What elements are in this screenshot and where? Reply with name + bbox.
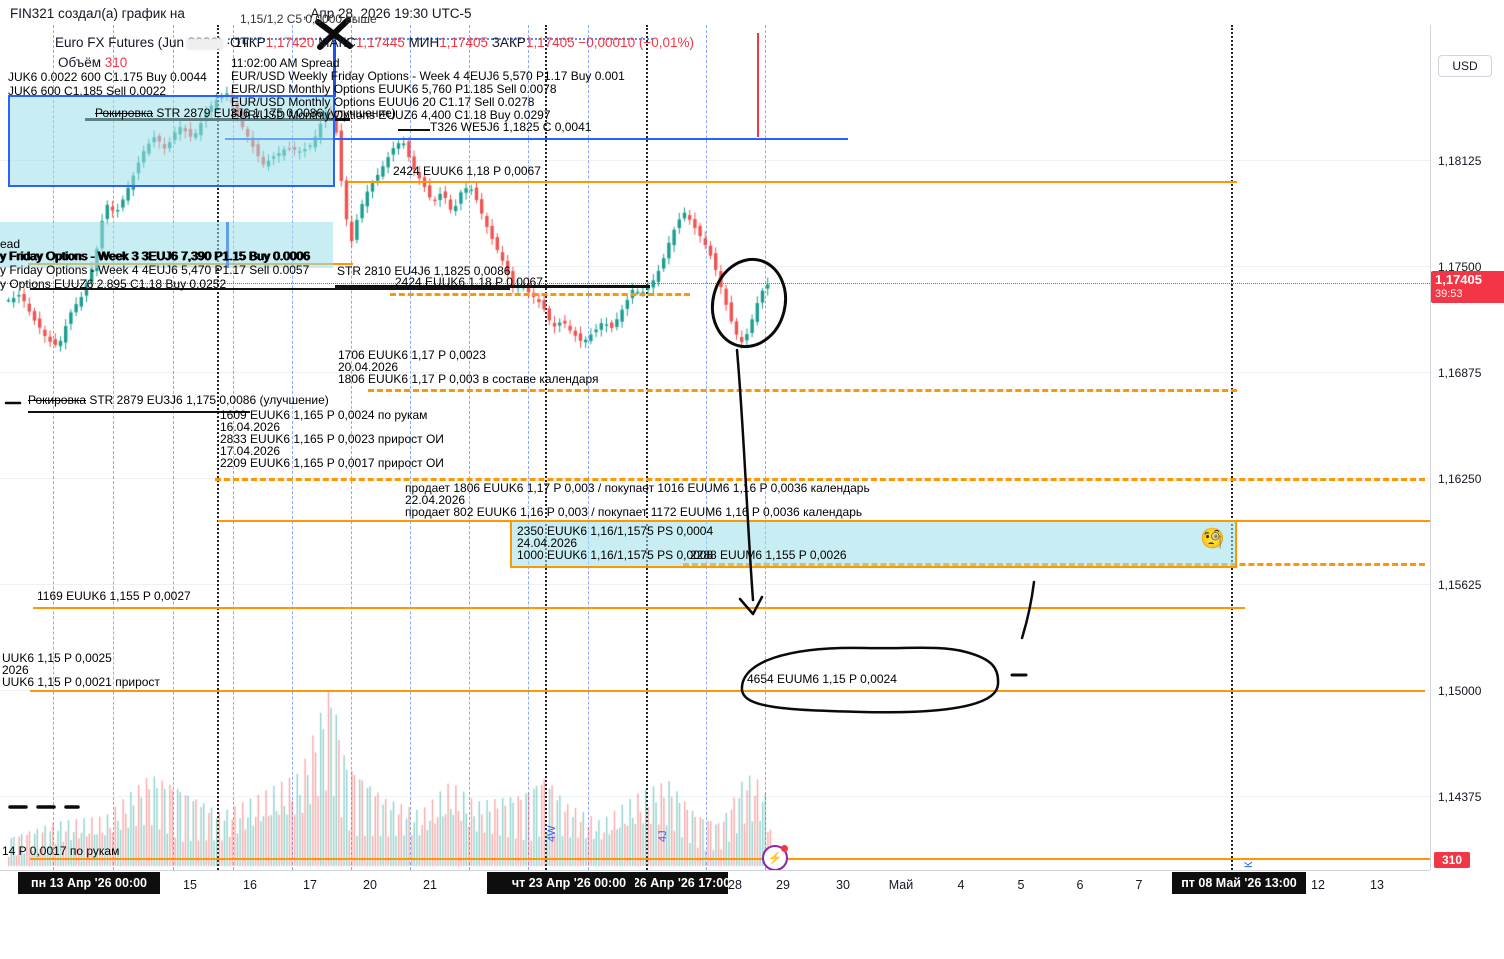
time-tick: 7	[1135, 878, 1143, 892]
note-text[interactable]: 14 P 0,0017 по рукам	[2, 844, 120, 858]
spread-tooltip-line: EUR/USD Monthly Options EUUZ6 4,400 C1.1…	[231, 108, 551, 122]
note-text[interactable]: 17.04.2026	[220, 444, 281, 458]
time-tick: 21	[423, 878, 437, 892]
note-text[interactable]: 2833 EUUK6 1,165 P 0,0023 прирост ОИ	[220, 432, 444, 446]
events-lightning-icon[interactable]: ⚡	[762, 845, 788, 871]
time-tick: 15	[183, 878, 197, 892]
price-tick: 1,18125	[1438, 154, 1482, 168]
session-label: 4J	[657, 830, 669, 842]
creator-note: FIN321 создал(а) график на, Апр 28, 2026…	[10, 6, 472, 21]
currency-button[interactable]: USD	[1438, 55, 1492, 77]
orange-dashed-level[interactable]	[390, 293, 690, 296]
note-text[interactable]: продает 802 EUUK6 1,16 P 0,003 / покупае…	[405, 505, 863, 519]
black-line-drawing[interactable]	[30, 288, 510, 290]
note-text[interactable]: 16.04.2026	[220, 420, 281, 434]
note-text[interactable]: JUK6 600 C1.185 Sell 0.0022	[8, 84, 167, 98]
time-tick: 12	[1311, 878, 1325, 892]
volume-legend[interactable]: Объём 310	[58, 55, 128, 70]
note-text[interactable]: JUK6 0.0022 600 C1.175 Buy 0.0044	[8, 70, 207, 84]
monocle-emoji[interactable]: 🧐	[1200, 528, 1225, 550]
spread-tooltip-line: EUR/USD Weekly Friday Options - Week 4 4…	[231, 69, 625, 83]
note-text[interactable]: 2424 EUUK6 1,18 P 0,0067	[393, 164, 541, 178]
highlight-box[interactable]	[8, 95, 335, 187]
orange-dashed-level[interactable]	[215, 478, 1425, 481]
highlight-box[interactable]	[510, 520, 1237, 568]
price-tick: 1,16875	[1438, 366, 1482, 380]
note-text[interactable]: 2026	[2, 663, 29, 677]
highlight-box[interactable]	[0, 222, 333, 268]
time-tick: 17	[303, 878, 317, 892]
blue-vertical-drawing[interactable]	[333, 40, 336, 97]
left-tooltip-line: y Friday Options - Week 3 3EUJ6 7,390 P1…	[0, 249, 310, 263]
note-text[interactable]: 2424 EUUK6 1,18 P 0,0067	[395, 275, 543, 289]
note-text[interactable]: 4654 EUUM6 1,15 P 0,0024	[747, 672, 897, 686]
note-text[interactable]: 2350 EUUK6 1,16/1,1575 PS 0,0004	[517, 524, 714, 538]
time-tick: 20	[363, 878, 377, 892]
session-label: 4W	[546, 825, 558, 843]
note-text[interactable]: 2288 EUUM6 1,155 P 0,0026	[690, 548, 847, 562]
left-tooltip-line: y Options EUUZ6 2,895 C1.18 Buy 0.0252	[0, 277, 227, 291]
volume-badge: 310	[1434, 852, 1471, 868]
price-tick: 1,14375	[1438, 790, 1482, 804]
price-tick: 1,16250	[1438, 472, 1482, 486]
note-text[interactable]: 1000 EUUK6 1,16/1,1575 PS 0,0008	[517, 548, 714, 562]
spread-tooltip-line: 11:02:00 AM Spread	[231, 56, 340, 70]
price-tick: 1,15000	[1438, 684, 1482, 698]
note-text[interactable]: 1169 EUUK6 1,155 P 0,0027	[37, 589, 191, 603]
time-badge: 26 Апр '26 17:00	[635, 872, 728, 894]
black-line-drawing[interactable]	[398, 129, 430, 131]
selection-outline	[228, 38, 653, 40]
time-tick: 4	[957, 878, 965, 892]
price-tick: 1,15625	[1438, 578, 1482, 592]
orange-level-line[interactable]	[33, 607, 1245, 609]
note-text[interactable]: продает 1806 EUUK6 1,17 P 0,003 / покупа…	[405, 481, 870, 495]
note-text[interactable]: STR 2810 EU4J6 1,1825 0,0086	[337, 264, 511, 278]
time-tick: 13	[1370, 878, 1384, 892]
time-tick: 29	[776, 878, 790, 892]
spread-tooltip-line: EUR/USD Monthly Options EUUU6 20 C1.17 S…	[231, 95, 535, 109]
price-axis[interactable]: USD	[1430, 25, 1504, 870]
left-tooltip-line: ead	[0, 237, 21, 251]
note-rokirovka-top[interactable]: Рокировка STR 2879 EU3J6 1,175 0,0086 (у…	[95, 106, 396, 120]
clipped-note[interactable]: 1,15/1,2 C5 0,0000 выше	[240, 12, 377, 26]
note-text[interactable]: 2209 EUUK6 1,165 P 0,0017 прирост ОИ	[220, 456, 444, 470]
note-text[interactable]: UUK6 1,15 P 0,0021 прирост	[2, 675, 160, 689]
note-text[interactable]: 24.04.2026	[517, 536, 578, 550]
note-text[interactable]: 22.04.2026	[405, 493, 466, 507]
orange-level-line[interactable]	[348, 181, 1237, 183]
redacted-exchange	[186, 38, 224, 50]
time-tick: 28	[728, 878, 742, 892]
note-text[interactable]: 1806 EUUK6 1,17 P 0,003 в составе календ…	[338, 372, 599, 386]
ohlc-row: ОТКР1,17420 МАКС1,17445 МИН1,17405 ЗАКР1…	[230, 35, 694, 50]
black-line-drawing[interactable]	[28, 411, 250, 413]
last-price-badge: 1,17405 39:53	[1431, 271, 1504, 303]
time-badge: чт 23 Апр '26 00:00	[487, 872, 651, 894]
note-text[interactable]: Т326 WE5J6 1,1825 С 0,0041	[430, 120, 592, 134]
session-label: К	[1243, 861, 1255, 868]
note-text[interactable]: 1609 EUUK6 1,165 P 0,0024 по рукам	[220, 408, 428, 422]
time-badge: пт 08 Май '26 13:00	[1172, 872, 1306, 894]
orange-level-line[interactable]	[30, 690, 1425, 692]
orange-level-line[interactable]	[30, 858, 1430, 860]
time-tick: 5	[1017, 878, 1025, 892]
time-tick: 30	[836, 878, 850, 892]
blue-line-drawing[interactable]	[225, 138, 848, 140]
price-tick: 1,17500	[1438, 260, 1482, 274]
note-rokirovka[interactable]: Рокировка STR 2879 EU3J6 1,175 0,0086 (у…	[28, 393, 329, 407]
time-tick: 16	[243, 878, 257, 892]
red-vertical-drawing[interactable]	[757, 33, 759, 137]
spread-tooltip-line: EUR/USD Monthly Options EUUK6 5,760 P1.1…	[231, 82, 557, 96]
note-text[interactable]: 20.04.2026	[338, 360, 399, 374]
note-text[interactable]: 1706 EUUK6 1,17 P 0,0023	[338, 348, 486, 362]
black-line-drawing[interactable]	[335, 285, 650, 288]
time-tick: 6	[1076, 878, 1084, 892]
time-tick: Май	[888, 878, 914, 892]
time-badge: пн 13 Апр '26 00:00	[18, 872, 160, 894]
orange-dashed-level[interactable]	[368, 389, 1237, 392]
note-text[interactable]: UUK6 1,15 P 0,0025	[2, 651, 112, 665]
left-tooltip-line: y Friday Options - Week 4 4EUJ6 5,470 P1…	[0, 263, 310, 277]
